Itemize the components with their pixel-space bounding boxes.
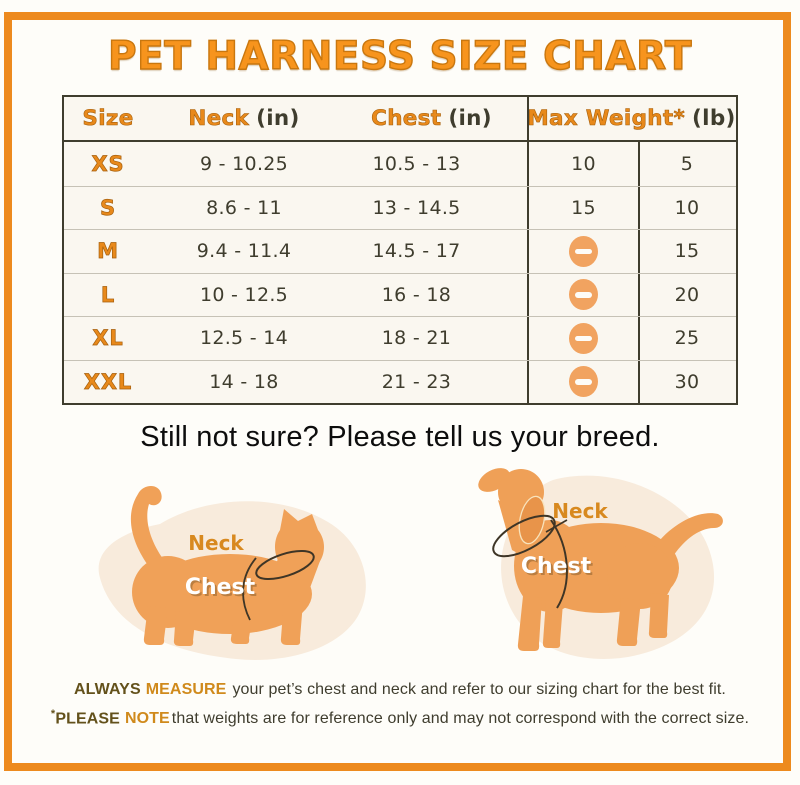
size-cell: M [97,239,119,264]
please-bold: PLEASE [55,710,120,728]
chest-range-cell: 10.5 - 13 [372,152,461,175]
cat-chest-label: Chest [185,575,256,600]
dog-chest-label: Chest [521,554,592,579]
max-weight-cell-1 [527,317,638,360]
table-row: XL 12.5 - 14 18 - 21 25 [64,316,736,360]
header-neck-label: Neck [188,106,250,132]
footer-line-1-text: your pet’s chest and neck and refer to o… [232,681,726,698]
max-weight-cell-1: 15 [527,186,638,229]
max-weight-cell-2: 30 [638,360,734,403]
header-chest: Chest (in) [336,97,527,140]
page-title: PET HARNESS SIZE CHART [107,33,692,79]
chest-range-cell: 21 - 23 [381,370,452,393]
header-chest-unit: (in) [448,106,492,131]
size-cell: S [100,195,116,220]
header-neck-unit: (in) [256,106,300,131]
chest-range-cell: 16 - 18 [381,283,452,306]
cat-chest-measure-line [242,557,257,621]
chest-range-cell: 13 - 14.5 [372,196,461,219]
table-row: M 9.4 - 11.4 14.5 - 17 15 [64,229,736,273]
size-cell: XXL [83,369,133,394]
dog-neck-pointer-line [545,519,568,533]
footer-line-2-text: that weights are for reference only and … [171,710,750,728]
header-chest-label: Chest [371,106,442,132]
chest-range-cell: 18 - 21 [381,327,452,350]
footnote-asterisk: * [50,708,56,720]
footer-notes: ALWAYS MEASURE your pet’s chest and neck a… [0,678,800,731]
neck-range-cell: 9.4 - 11.4 [196,240,292,263]
dog-neck-measure-line [492,514,556,558]
max-weight-cell-1 [527,360,638,403]
neck-range-cell: 8.6 - 11 [206,196,282,219]
size-cell: XS [91,151,125,176]
minus-icon [569,279,598,311]
subtitle-text: Still not sure? Please tell us your bree… [140,421,660,453]
max-weight-cell-1 [527,230,638,273]
max-weight-cell-2: 15 [638,230,734,273]
dog-chest-label-shadow: Chest [523,556,594,581]
header-max-weight: Max Weight* (lb) [527,97,736,140]
max-weight-cell-1: 10 [527,142,638,186]
chest-range-cell: 14.5 - 17 [372,240,461,263]
always-bold: ALWAYS [74,681,141,698]
dog-illustration: Neck Chest Chest [478,468,723,659]
header-max-weight-label: Max Weight* [527,106,686,132]
header-size-label: Size [82,106,134,132]
footer-line-2: *PLEASE NOTE that weights are for referenc… [0,702,800,731]
table-row: XS 9 - 10.25 10.5 - 13 10 5 [64,142,736,186]
max-weight-cell-2: 25 [638,317,734,360]
measure-bold: MEASURE [145,681,227,698]
header-size: Size [64,97,152,140]
max-weight-cell-1 [527,273,638,316]
size-table-rows: XS 9 - 10.25 10.5 - 13 10 5 S 8.6 - 11 1… [64,142,736,403]
minus-icon [569,366,598,398]
header-max-weight-unit: (lb) [692,106,736,131]
neck-range-cell: 10 - 12.5 [199,283,289,306]
table-row: L 10 - 12.5 16 - 18 20 [64,272,736,316]
table-header-row: Size Neck (in) Chest (in) Max Weight* (l… [64,97,736,142]
max-weight-cell-2: 20 [638,273,734,316]
minus-icon [569,322,598,354]
dog-ear [518,495,546,545]
footer-line-1: ALWAYS MEASURE your pet’s chest and neck a… [0,678,800,702]
minus-icon [569,235,598,267]
orange-border-frame [4,12,791,771]
table-row: XXL 14 - 18 21 - 23 30 [64,359,736,403]
cat-silhouette-icon [130,485,324,646]
neck-range-cell: 9 - 10.25 [199,152,289,175]
header-neck: Neck (in) [152,97,336,140]
cat-chest-label-shadow: Chest [187,577,258,602]
dog-chest-measure-line [550,519,568,609]
neck-range-cell: 12.5 - 14 [199,327,289,350]
note-bold: NOTE [124,710,170,728]
max-weight-cell-2: 5 [638,142,734,186]
cat-neck-measure-line [255,550,315,580]
cat-neck-label: Neck [188,531,244,555]
size-cell: L [100,282,116,307]
table-row: S 8.6 - 11 13 - 14.5 15 10 [64,185,736,229]
cat-illustration: Neck Chest Chest [98,485,366,660]
neck-range-cell: 14 - 18 [209,370,279,393]
size-chart-table: Size Neck (in) Chest (in) Max Weight* (l… [62,95,738,405]
size-cell: XL [92,326,124,351]
dog-neck-label: Neck [552,499,608,523]
max-weight-cell-2: 10 [638,186,734,229]
